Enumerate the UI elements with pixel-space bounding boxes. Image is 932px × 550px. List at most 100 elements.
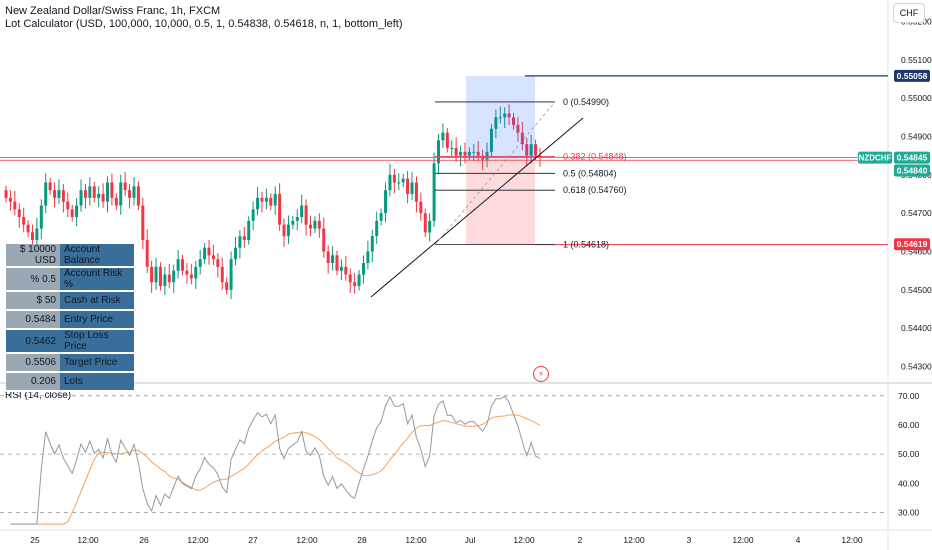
- fib-level-label: 0 (0.54990): [563, 97, 609, 107]
- rsi-tick-label: 30.00: [898, 507, 920, 517]
- rsi-line: [10, 395, 541, 525]
- candle-body: [410, 182, 414, 194]
- price-tick-label: 0.55000: [901, 93, 932, 103]
- candle-body: [463, 151, 467, 156]
- candle-body: [167, 274, 171, 283]
- chart-title: New Zealand Dollar/Swiss Franc, 1h, FXCM: [5, 5, 221, 17]
- candle-body: [233, 247, 237, 260]
- target-zone: [466, 75, 535, 161]
- candle-body: [242, 236, 246, 241]
- candle-body: [123, 182, 127, 191]
- candle-body: [300, 205, 304, 218]
- candle-body: [379, 213, 383, 221]
- candle-body: [83, 190, 87, 198]
- candle-body: [229, 259, 233, 290]
- candle-body: [370, 236, 374, 252]
- candle-body: [75, 205, 79, 218]
- candle-body: [366, 251, 370, 264]
- price-tick-label: 0.54700: [901, 208, 932, 218]
- price-label-text: 0.54619: [897, 239, 928, 249]
- candle-body: [189, 274, 193, 279]
- candle-body: [256, 197, 260, 210]
- candle-body: [286, 224, 290, 237]
- candle-body: [172, 270, 176, 283]
- candle-body: [225, 282, 229, 290]
- candle-body: [264, 197, 268, 202]
- candle-body: [273, 194, 277, 206]
- rsi-tick-label: 70.00: [898, 391, 920, 401]
- currency-button[interactable]: CHF: [893, 3, 925, 23]
- price-tick-label: 0.54900: [901, 131, 932, 141]
- fib-level-label: 0.618 (0.54760): [563, 185, 627, 195]
- candle-body: [260, 197, 264, 202]
- candle-body: [467, 151, 471, 156]
- fib-trend-line: [434, 101, 556, 245]
- candle-body: [53, 190, 57, 198]
- time-tick-label: 25: [30, 535, 40, 545]
- lot-label: Lots: [60, 373, 134, 392]
- candle-body: [150, 266, 154, 283]
- time-tick-label: 27: [248, 535, 258, 545]
- candle-body: [247, 220, 251, 241]
- price-label-box: [894, 151, 930, 164]
- candle-body: [88, 186, 92, 198]
- price-label-text: 0.54845: [897, 153, 928, 163]
- candle-body: [181, 259, 185, 271]
- candle-body: [61, 190, 65, 202]
- candle-body: [419, 201, 423, 214]
- candle-body: [423, 213, 427, 233]
- candle-body: [238, 236, 242, 248]
- candle-body: [432, 163, 436, 221]
- candle-body: [4, 190, 8, 198]
- lot-calculator-table: $ 10000 USD Account Balance% 0.5 Account R…: [6, 244, 134, 392]
- lot-value: $ 10000 USD: [6, 244, 60, 268]
- candle-body: [313, 220, 317, 229]
- fib-level-label: 1 (0.54618): [563, 240, 609, 250]
- candle-body: [344, 266, 348, 275]
- candle-body: [198, 259, 202, 267]
- time-tick-label: 12:00: [77, 535, 99, 545]
- candle-body: [339, 266, 343, 271]
- time-tick-label: Jul: [465, 535, 476, 545]
- time-tick-label: 12:00: [623, 535, 645, 545]
- price-label-text: 0.54840: [897, 165, 928, 175]
- lot-value: % 0.5: [6, 268, 60, 292]
- rsi-ma-line: [10, 414, 541, 525]
- lot-label: Stop Loss Price: [60, 330, 134, 354]
- candle-body: [388, 174, 392, 191]
- candle-body: [145, 240, 149, 267]
- time-tick-label: 3: [687, 535, 692, 545]
- candle-body: [353, 282, 357, 287]
- lot-table-row: % 0.5 Account Risk %: [6, 268, 134, 292]
- rsi-tick-label: 60.00: [898, 420, 920, 430]
- candle-body: [158, 266, 162, 287]
- candle-body: [476, 151, 480, 156]
- lot-value: 0.5462: [6, 330, 60, 354]
- candle-body: [92, 186, 96, 198]
- candle-body: [392, 174, 396, 183]
- candle-body: [220, 266, 224, 283]
- lot-value: 0.5484: [6, 311, 60, 330]
- candle-body: [185, 270, 189, 275]
- candle-body: [119, 182, 123, 206]
- candle-body: [406, 178, 410, 194]
- time-tick-label: 12:00: [405, 535, 427, 545]
- tradingview-logo-icon[interactable]: ⚡: [533, 366, 549, 382]
- time-tick-label: 12:00: [513, 535, 535, 545]
- candle-body: [335, 255, 339, 271]
- candle-body: [48, 182, 52, 191]
- time-tick-label: 28: [357, 535, 367, 545]
- time-tick-label: 2: [578, 535, 583, 545]
- candle-body: [66, 201, 70, 210]
- candle-body: [309, 224, 313, 229]
- candle-body: [136, 186, 140, 206]
- candle-body: [17, 209, 21, 218]
- candle-body: [216, 259, 220, 267]
- candle-body: [106, 182, 110, 202]
- candle-body: [282, 224, 286, 237]
- lot-value: 0.5506: [6, 354, 60, 373]
- candle-body: [357, 274, 361, 287]
- candle-body: [44, 182, 48, 206]
- candle-body: [30, 232, 34, 241]
